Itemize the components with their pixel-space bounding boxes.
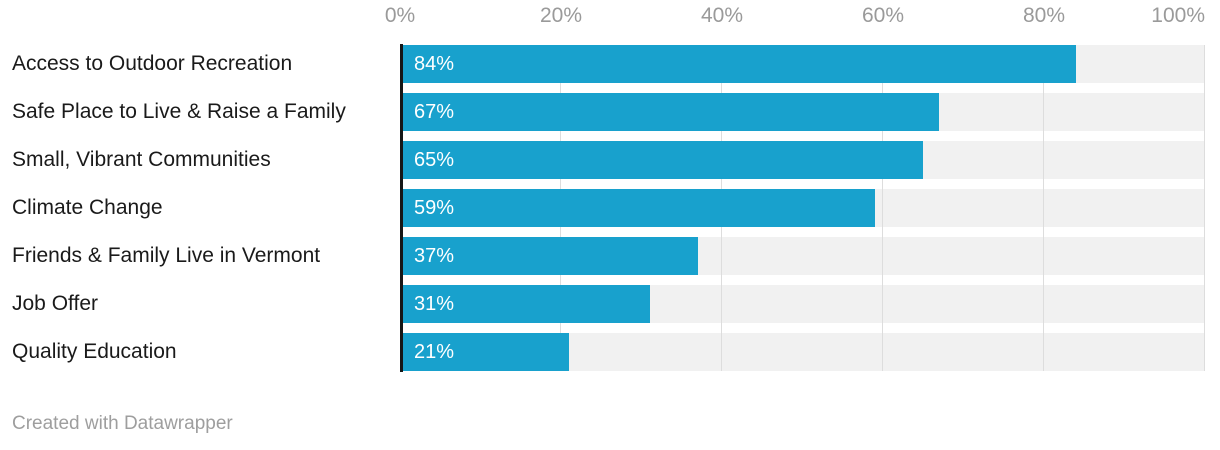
category-label: Safe Place to Live & Raise a Family [12, 100, 346, 123]
category-label: Climate Change [12, 196, 163, 219]
chart-row: Job Offer 31% [0, 285, 1220, 323]
axis-tick: 20% [539, 4, 583, 27]
axis-tick: 60% [861, 4, 905, 27]
bar-value-label: 65% [414, 149, 455, 171]
bar-track: 21% [400, 333, 1205, 371]
bar-value-label: 59% [414, 197, 455, 219]
bar-value-label: 84% [414, 53, 455, 75]
axis-tick: 40% [700, 4, 744, 27]
bar: 21% [400, 333, 570, 371]
bar-track: 67% [400, 93, 1205, 131]
bar: 84% [400, 45, 1077, 83]
axis-baseline [400, 44, 403, 372]
bar-track: 59% [400, 189, 1205, 227]
category-label: Job Offer [12, 292, 98, 315]
axis-tick: 80% [1022, 4, 1066, 27]
gridline [1204, 45, 1205, 371]
bar-track: 84% [400, 45, 1205, 83]
x-axis: 0% 20% 40% 60% 80% 100% [385, 4, 1205, 32]
bar-track: 31% [400, 285, 1205, 323]
category-label: Quality Education [12, 340, 177, 363]
chart-row: Climate Change 59% [0, 189, 1220, 227]
chart-row: Safe Place to Live & Raise a Family 67% [0, 93, 1220, 131]
bar: 65% [400, 141, 924, 179]
category-label: Friends & Family Live in Vermont [12, 244, 321, 267]
category-label: Access to Outdoor Recreation [12, 52, 293, 75]
axis-tick: 100% [1151, 4, 1205, 27]
bar: 59% [400, 189, 875, 227]
bar: 67% [400, 93, 940, 131]
axis-tick: 0% [384, 4, 416, 27]
plot-area: Access to Outdoor Recreation 84% Safe Plac… [0, 44, 1220, 372]
bar-value-label: 31% [414, 293, 455, 315]
chart-row: Friends & Family Live in Vermont 37% [0, 237, 1220, 275]
gridline [882, 45, 883, 371]
bar-track: 65% [400, 141, 1205, 179]
bar-track: 37% [400, 237, 1205, 275]
gridline [1043, 45, 1044, 371]
chart-rows: Access to Outdoor Recreation 84% Safe Plac… [0, 45, 1220, 371]
bar-value-label: 21% [414, 341, 455, 363]
category-label: Small, Vibrant Communities [12, 148, 271, 171]
bar: 37% [400, 237, 698, 275]
bar-value-label: 37% [414, 245, 455, 267]
chart-row: Small, Vibrant Communities 65% [0, 141, 1220, 179]
bar: 31% [400, 285, 650, 323]
chart-row: Access to Outdoor Recreation 84% [0, 45, 1220, 83]
chart-row: Quality Education 21% [0, 333, 1220, 371]
bar-value-label: 67% [414, 101, 455, 123]
credit-text: Created with Datawrapper [12, 413, 233, 434]
